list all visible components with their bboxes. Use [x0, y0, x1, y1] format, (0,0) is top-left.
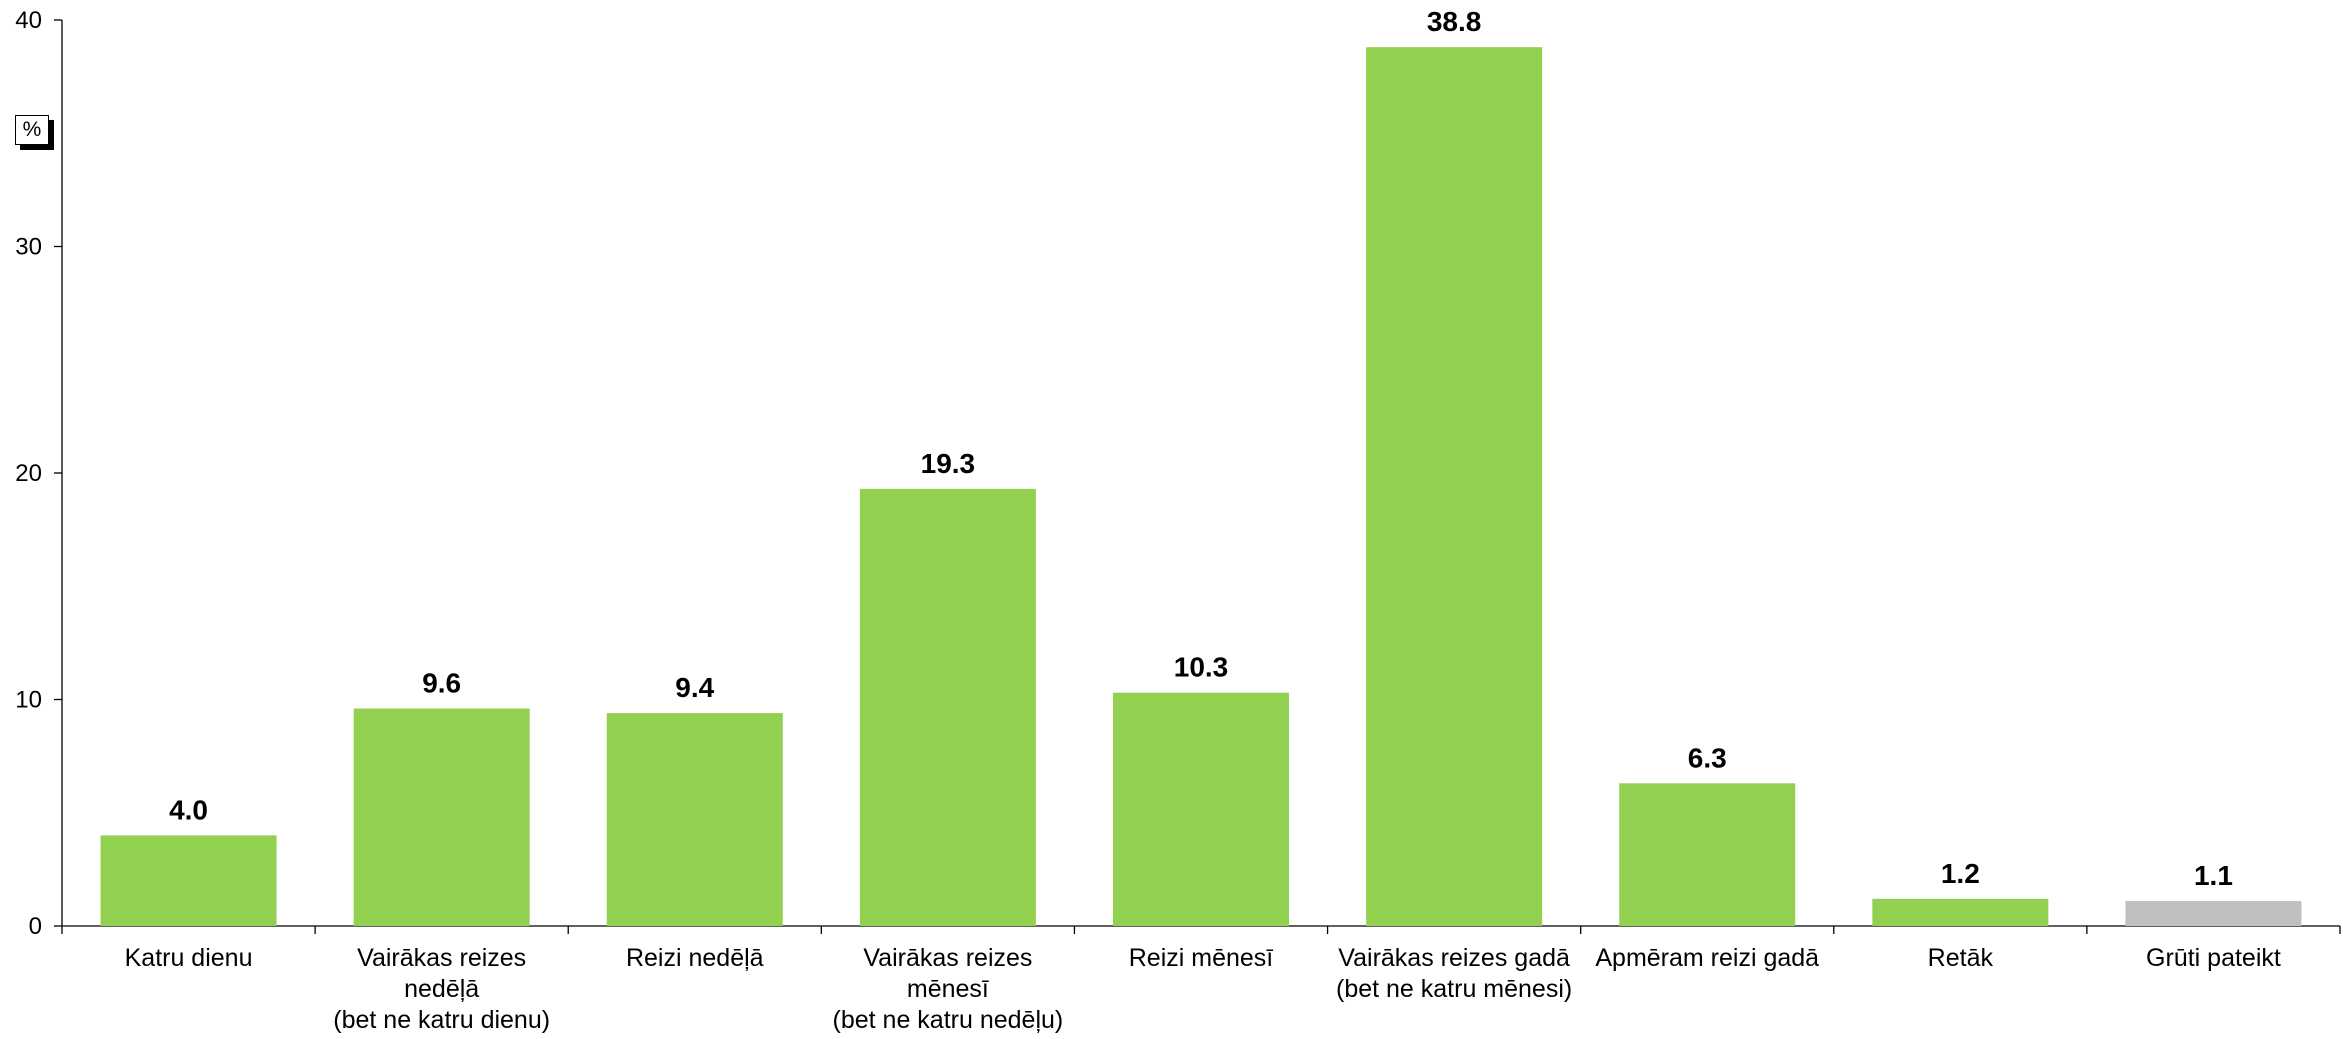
x-tick-label: Vairākas reizes gadā (bet ne katru mēnesi…: [1336, 944, 1572, 1003]
data-label: 9.6: [422, 668, 461, 699]
x-tick-label: Reizi mēnesī: [1129, 944, 1274, 972]
x-tick-label-line: Retāk: [1928, 944, 1994, 972]
y-tick-label: 30: [15, 234, 42, 261]
x-tick-label: Reizi nedēļā: [626, 944, 764, 972]
x-tick-label-line: Apmēram reizi gadā: [1595, 944, 1819, 972]
x-tick-label-line: (bet ne katru dienu): [333, 1006, 550, 1034]
y-tick-label: 0: [29, 913, 42, 940]
x-tick-label: Apmēram reizi gadā: [1595, 944, 1819, 972]
y-tick-label: 40: [15, 7, 42, 34]
data-label: 9.4: [675, 672, 714, 703]
data-label: 19.3: [921, 448, 976, 479]
x-tick-label: Vairākas reizes mēnesī (bet ne katru nedēļ…: [833, 944, 1064, 1034]
data-label: 10.3: [1174, 652, 1229, 683]
x-tick-label-line: Vairākas reizes gadā: [1338, 944, 1570, 972]
data-label: 4.0: [169, 794, 208, 825]
data-label: 1.2: [1941, 858, 1980, 889]
bar: [2125, 901, 2302, 926]
bar: [859, 488, 1036, 926]
bar: [1113, 692, 1289, 926]
x-tick-label: Vairākas reizes nedēļā (bet ne katru dienu…: [333, 944, 550, 1034]
x-tick-label-line: Vairākas reizes: [863, 944, 1032, 972]
bar: [1619, 783, 1796, 926]
y-tick-label: 10: [15, 687, 42, 714]
x-tick-label: Katru dienu: [125, 944, 253, 972]
x-tick-label: Grūti pateikt: [2146, 944, 2281, 972]
x-tick-label-line: Reizi mēnesī: [1129, 944, 1274, 972]
x-tick-label-line: mēnesī: [907, 975, 989, 1003]
x-tick-label: Retāk: [1928, 944, 1994, 972]
x-tick-label-line: Katru dienu: [125, 944, 253, 972]
data-label: 6.3: [1688, 742, 1727, 773]
x-tick-label-line: (bet ne katru nedēļu): [833, 1006, 1064, 1034]
x-tick-label-line: (bet ne katru mēnesi): [1336, 975, 1572, 1003]
bar: [353, 708, 530, 926]
x-tick-label-line: Reizi nedēļā: [626, 944, 764, 972]
data-label: 38.8: [1427, 6, 1482, 37]
bar: [100, 835, 277, 926]
x-tick-label-line: Vairākas reizes: [357, 944, 526, 972]
bar: [1872, 898, 2049, 926]
x-tick-label-line: Grūti pateikt: [2146, 944, 2281, 972]
x-tick-label-line: nedēļā: [404, 975, 479, 1003]
y-tick-label: 20: [15, 460, 42, 487]
data-label: 1.1: [2194, 860, 2233, 891]
bar: [1366, 47, 1543, 927]
bar: [606, 713, 783, 926]
unit-label: %: [15, 115, 49, 145]
